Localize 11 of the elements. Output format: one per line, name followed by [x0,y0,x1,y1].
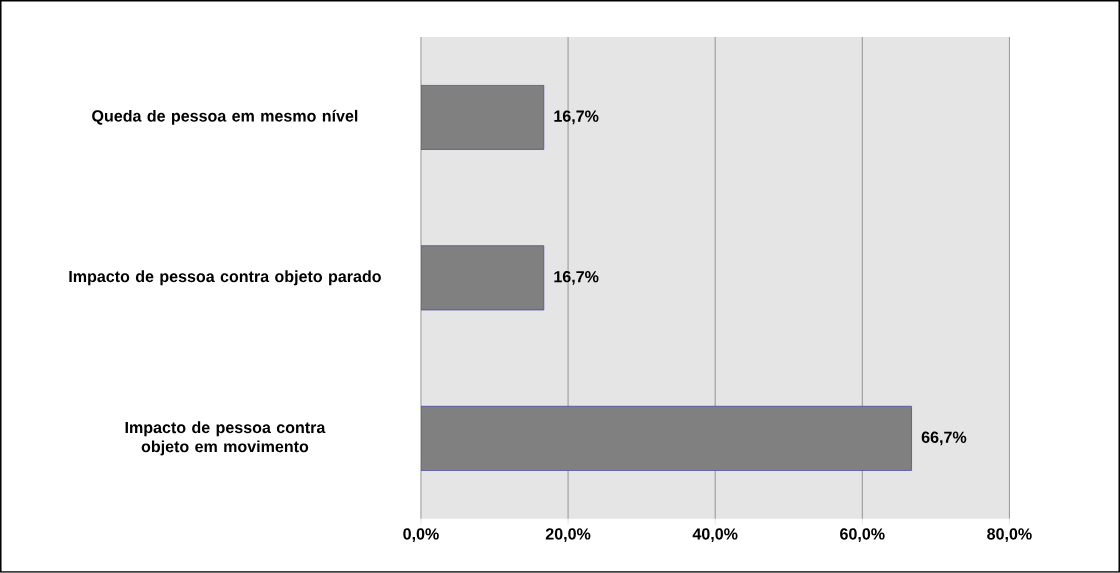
x-tick-label: 40,0% [692,528,738,543]
data-label: 16,7% [554,110,599,125]
x-tick-label: 0,0% [403,528,439,543]
x-tick-label: 80,0% [987,528,1032,543]
x-tick-label: 60,0% [840,528,885,543]
y-tick-label: Impacto de pessoa contra objeto em movimento [125,421,326,456]
y-tick-label: Queda de pessoa em mesmo nível [92,109,358,125]
data-label: 16,7% [554,271,599,285]
y-tick-label: Impacto de pessoa contra objeto parado [69,270,381,286]
data-label: 66,7% [921,431,967,446]
x-tick-label: 20,0% [545,528,591,543]
